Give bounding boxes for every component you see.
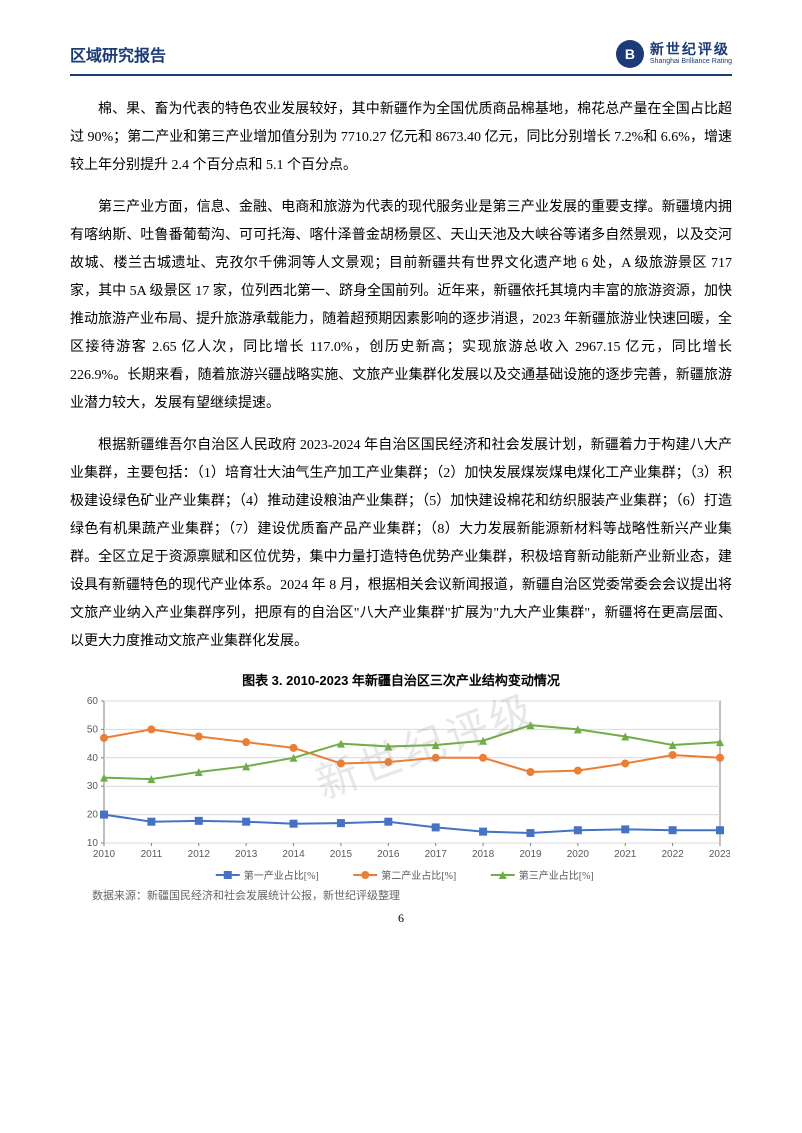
paragraph-3: 根据新疆维吾尔自治区人民政府 2023-2024 年自治区国民经济和社会发展计划… <box>70 432 732 656</box>
svg-text:第三产业占比[%]: 第三产业占比[%] <box>519 869 594 882</box>
svg-text:第一产业占比[%]: 第一产业占比[%] <box>244 869 319 882</box>
chart-title: 图表 3. 2010-2023 年新疆自治区三次产业结构变动情况 <box>70 670 732 689</box>
logo-icon: B <box>616 40 644 68</box>
logo-block: B 新世纪评级 Shanghai Brilliance Rating <box>616 40 732 68</box>
svg-text:10: 10 <box>87 838 99 849</box>
header-title: 区域研究报告 <box>70 42 166 66</box>
svg-text:2018: 2018 <box>472 849 495 860</box>
logo-en: Shanghai Brilliance Rating <box>650 58 732 66</box>
svg-text:2010: 2010 <box>93 849 116 860</box>
paragraph-2: 第三产业方面，信息、金融、电商和旅游为代表的现代服务业是第三产业发展的重要支撑。… <box>70 194 732 418</box>
page-header: 区域研究报告 B 新世纪评级 Shanghai Brilliance Ratin… <box>70 40 732 76</box>
svg-text:2013: 2013 <box>235 849 258 860</box>
line-chart: 10 20 30 40 50 60 2010 2011 2012 2013 2014 2015 2016… <box>70 693 730 883</box>
svg-text:2017: 2017 <box>425 849 448 860</box>
svg-text:2023: 2023 <box>709 849 730 860</box>
svg-text:2016: 2016 <box>377 849 400 860</box>
data-source: 数据来源：新疆国民经济和社会发展统计公报，新世纪评级整理 <box>70 887 732 903</box>
svg-text:2012: 2012 <box>188 849 211 860</box>
logo-text: 新世纪评级 Shanghai Brilliance Rating <box>650 42 732 65</box>
logo-cn: 新世纪评级 <box>650 42 732 57</box>
svg-text:2021: 2021 <box>614 849 637 860</box>
chart-container: 10 20 30 40 50 60 2010 2011 2012 2013 2014 2015 2016… <box>70 693 732 883</box>
svg-text:60: 60 <box>87 696 99 707</box>
svg-text:第二产业占比[%]: 第二产业占比[%] <box>381 869 456 882</box>
svg-text:20: 20 <box>87 810 99 821</box>
svg-text:30: 30 <box>87 781 99 792</box>
svg-text:2011: 2011 <box>141 849 163 860</box>
svg-text:40: 40 <box>87 753 99 764</box>
svg-text:2022: 2022 <box>661 849 684 860</box>
svg-text:2015: 2015 <box>330 849 353 860</box>
svg-text:2019: 2019 <box>519 849 542 860</box>
svg-text:2014: 2014 <box>282 849 305 860</box>
page-number: 6 <box>70 911 732 926</box>
svg-text:50: 50 <box>87 724 99 735</box>
svg-text:2020: 2020 <box>567 849 590 860</box>
paragraph-1: 棉、果、畜为代表的特色农业发展较好，其中新疆作为全国优质商品棉基地，棉花总产量在… <box>70 96 732 180</box>
page: 区域研究报告 B 新世纪评级 Shanghai Brilliance Ratin… <box>0 0 802 1133</box>
